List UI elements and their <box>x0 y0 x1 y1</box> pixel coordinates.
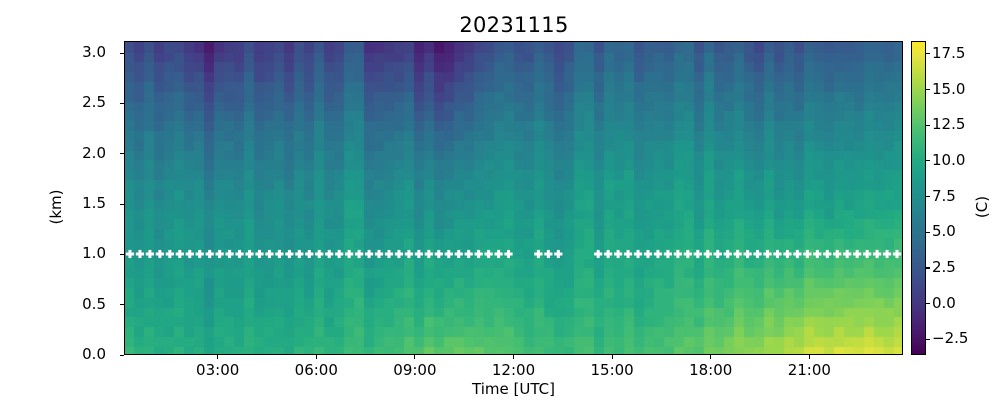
y-tick-mark <box>120 304 124 306</box>
x-tick-mark <box>611 355 613 359</box>
y-tick-mark <box>120 102 124 104</box>
y-axis-label: (km) <box>47 189 65 225</box>
y-tick-label: 3.0 <box>82 43 106 62</box>
colorbar-tick-mark <box>926 160 930 162</box>
colorbar-tick-label: 17.5 <box>932 43 966 62</box>
x-tick-label: 03:00 <box>196 361 240 379</box>
x-tick-label: 21:00 <box>787 361 831 379</box>
x-tick-mark <box>217 355 219 359</box>
colorbar-tick-mark <box>926 124 930 126</box>
y-tick-mark <box>120 52 124 54</box>
x-tick-mark <box>513 355 515 359</box>
y-tick-mark <box>120 153 124 155</box>
colorbar-tick-label: 0.0 <box>932 293 956 312</box>
x-tick-label: 09:00 <box>393 361 437 379</box>
chart-title: 20231115 <box>459 13 569 37</box>
y-tick-label: 0.5 <box>82 294 106 313</box>
colorbar-tick-mark <box>926 53 930 55</box>
y-tick-label: 1.0 <box>82 244 106 263</box>
y-tick-mark <box>120 203 124 205</box>
colorbar-tick-label: −2.5 <box>932 329 969 348</box>
y-tick-label: 1.5 <box>82 194 106 213</box>
colorbar-tick-mark <box>926 303 930 305</box>
x-tick-mark <box>414 355 416 359</box>
y-tick-mark <box>120 354 124 356</box>
y-tick-label: 2.0 <box>82 143 106 162</box>
y-tick-label: 2.5 <box>82 93 106 112</box>
x-tick-mark <box>315 355 317 359</box>
colorbar-label: (C) <box>973 195 991 219</box>
x-tick-label: 12:00 <box>491 361 536 379</box>
colorbar-tick-label: 2.5 <box>932 257 956 276</box>
colorbar-tick-label: 10.0 <box>932 150 966 169</box>
x-tick-mark <box>710 355 712 359</box>
y-tick-mark <box>120 253 124 255</box>
x-tick-label: 06:00 <box>294 361 338 379</box>
colorbar-tick-mark <box>926 89 930 91</box>
x-tick-label: 18:00 <box>689 361 733 379</box>
x-axis-label: Time [UTC] <box>472 380 555 398</box>
y-tick-label: 0.0 <box>82 345 106 363</box>
colorbar-tick-mark <box>926 267 930 269</box>
colorbar-tick-mark <box>926 196 930 198</box>
colorbar[interactable] <box>911 41 926 355</box>
x-tick-mark <box>808 355 810 359</box>
colorbar-gradient <box>912 42 925 354</box>
colorbar-tick-label: 5.0 <box>932 222 956 241</box>
colorbar-tick-label: 15.0 <box>932 79 966 98</box>
colorbar-tick-mark <box>926 338 930 340</box>
colorbar-tick-label: 12.5 <box>932 115 966 134</box>
x-tick-label: 15:00 <box>590 361 634 379</box>
heatmap-mesh <box>125 42 902 354</box>
colorbar-tick-label: 7.5 <box>932 186 956 205</box>
colorbar-tick-mark <box>926 231 930 233</box>
heatmap-axes[interactable] <box>124 41 903 355</box>
